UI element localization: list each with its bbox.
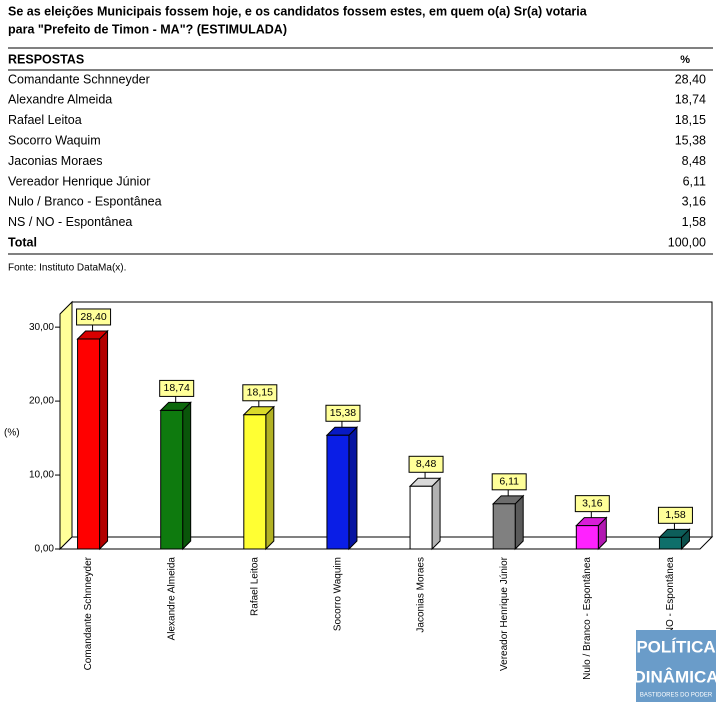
y-tick-label: 20,00	[29, 396, 54, 407]
bar	[575, 525, 599, 550]
bar-side	[348, 426, 358, 551]
bar	[658, 536, 682, 550]
floor	[58, 536, 714, 550]
value-label: 15,38	[330, 407, 356, 419]
table-cell: 1,58	[682, 215, 706, 229]
watermark-text: POLÍTICA	[636, 637, 715, 656]
value-label: 3,16	[582, 497, 603, 509]
x-tick-label: Jaconias Moraes	[416, 557, 427, 633]
y-tick-label: 0,00	[35, 544, 55, 555]
table-cell: 8,48	[682, 154, 706, 168]
value-label-box	[242, 384, 278, 402]
y-axis-label: (%)	[4, 428, 20, 439]
title-line: Se as eleições Municipais fossem hoje, e…	[8, 4, 588, 18]
watermark-text: DINÂMICA	[634, 667, 719, 686]
x-tick-label: Rafael Leitoa	[249, 557, 260, 616]
table-cell: 18,74	[675, 93, 706, 107]
bar	[160, 409, 184, 550]
watermark-box	[636, 630, 716, 702]
x-tick-label: Comandante Schnneyder	[83, 556, 94, 670]
table-total: Total	[8, 235, 37, 249]
wall-left	[59, 300, 73, 551]
bar	[492, 503, 516, 550]
bar-side	[514, 494, 524, 551]
source: Fonte: Instituto DataMa(x).	[8, 263, 126, 274]
table-total: 100,00	[668, 235, 706, 249]
value-label: 18,15	[247, 387, 273, 399]
title-line: para "Prefeito de Timon - MA"? (ESTIMULA…	[8, 22, 287, 36]
table-cell: Socorro Waquim	[8, 133, 101, 147]
table-cell: 18,15	[675, 113, 706, 127]
x-tick-label: NS / NO - Espontânea	[665, 557, 676, 657]
table-cell: 6,11	[683, 174, 706, 188]
y-tick-label: 30,00	[29, 322, 54, 333]
bar-side	[431, 477, 441, 551]
x-tick-label: Alexandre Almeida	[166, 557, 177, 641]
table-header: RESPOSTAS	[8, 52, 84, 66]
table-cell: Rafael Leitoa	[8, 113, 82, 127]
bar	[77, 338, 101, 550]
value-label-box	[159, 379, 195, 397]
value-label-box	[657, 506, 693, 524]
table-cell: Jaconias Moraes	[8, 154, 103, 168]
value-label-box	[325, 404, 361, 422]
watermark: POLÍTICA DINÂMICA BASTIDORES DO PODER	[634, 630, 719, 702]
value-label-box	[76, 308, 112, 326]
table-cell: Vereador Henrique Júnior	[8, 174, 150, 188]
value-label-box	[574, 495, 610, 513]
bar-side	[182, 401, 192, 551]
value-label-box	[408, 455, 444, 473]
table-header: %	[680, 54, 690, 66]
bar-side	[265, 405, 275, 551]
table-cell: Comandante Schnneyder	[8, 72, 150, 86]
watermark-text: BASTIDORES DO PODER	[640, 693, 713, 699]
value-label-box	[491, 473, 527, 491]
x-tick-label: Socorro Waquim	[333, 557, 344, 631]
value-label: 28,40	[80, 311, 106, 323]
bar	[409, 485, 433, 550]
table-cell: 3,16	[682, 195, 706, 209]
table-cell: Alexandre Almeida	[8, 93, 112, 107]
value-label: 6,11	[499, 476, 519, 488]
y-tick-label: 10,00	[29, 470, 54, 481]
value-label: 1,58	[665, 509, 686, 521]
bar-side	[99, 329, 109, 551]
value-label: 18,74	[164, 382, 190, 394]
table-cell: 28,40	[675, 72, 706, 86]
value-label: 8,48	[416, 458, 437, 470]
table-cell: 15,38	[675, 133, 706, 147]
table-cell: NS / NO - Espontânea	[8, 215, 132, 229]
bar	[326, 434, 350, 550]
x-tick-label: Nulo / Branco - Espontânea	[582, 557, 593, 680]
table-cell: Nulo / Branco - Espontânea	[8, 195, 162, 209]
bar	[243, 414, 267, 550]
x-tick-label: Vereador Henrique Júnior	[499, 556, 510, 671]
